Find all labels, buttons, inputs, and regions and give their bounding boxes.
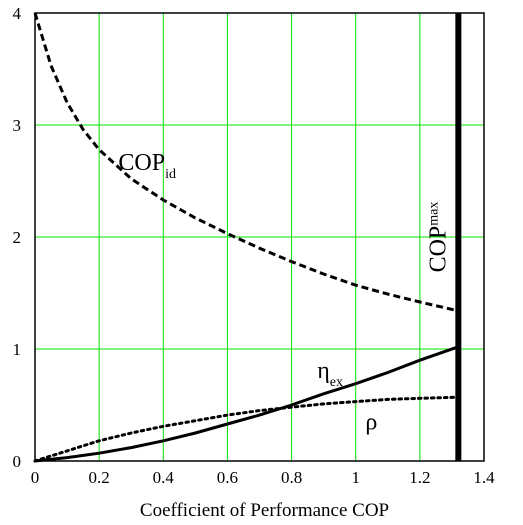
x-axis-label: Coefficient of Performance COP bbox=[140, 500, 389, 521]
x-tick-label: 0.6 bbox=[217, 468, 238, 487]
x-tick-labels: 0 0.2 0.4 0.6 0.8 1 1.2 1.4 bbox=[31, 468, 495, 487]
y-tick-labels: 0 1 2 3 4 bbox=[13, 4, 22, 471]
x-tick-label: 0 bbox=[31, 468, 40, 487]
y-tick-label: 0 bbox=[13, 452, 22, 471]
x-tick-label: 0.4 bbox=[153, 468, 175, 487]
plot-frame bbox=[34, 12, 485, 462]
label-rho: ρ bbox=[365, 410, 377, 436]
label-cop-id: COPid bbox=[118, 150, 176, 182]
y-tick-label: 2 bbox=[13, 228, 22, 247]
x-tick-label: 1.2 bbox=[409, 468, 430, 487]
x-tick-label: 1.4 bbox=[473, 468, 495, 487]
x-tick-label: 0.2 bbox=[89, 468, 110, 487]
label-cop-max: COPmax bbox=[426, 202, 452, 273]
y-tick-label: 1 bbox=[13, 340, 22, 359]
grid bbox=[34, 12, 485, 462]
y-tick-label: 4 bbox=[13, 4, 22, 23]
series-line-2 bbox=[34, 345, 459, 463]
y-tick-label: 3 bbox=[13, 116, 22, 135]
label-eta-ex: ηex bbox=[317, 358, 343, 390]
series-line-3 bbox=[33, 395, 460, 463]
series-layer bbox=[33, 12, 460, 463]
x-tick-label: 0.8 bbox=[281, 468, 302, 487]
series-line-1 bbox=[33, 12, 459, 313]
x-tick-label: 1 bbox=[351, 468, 360, 487]
